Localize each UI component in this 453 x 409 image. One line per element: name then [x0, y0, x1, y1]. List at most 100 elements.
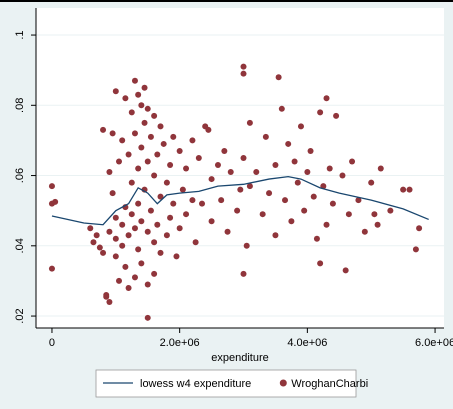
- legend-swatch: [279, 379, 287, 387]
- y-tick-label: .06: [14, 168, 26, 183]
- data-point: [183, 211, 190, 218]
- data-point: [144, 105, 151, 112]
- data-point: [243, 242, 250, 249]
- data-point: [246, 119, 253, 126]
- data-point: [138, 260, 145, 267]
- data-point: [125, 232, 132, 239]
- data-point: [272, 162, 279, 169]
- data-point: [151, 270, 158, 277]
- data-point: [176, 225, 183, 232]
- data-point: [103, 293, 110, 300]
- data-point: [96, 244, 103, 251]
- data-point: [345, 211, 352, 218]
- data-point: [144, 314, 151, 321]
- data-point: [400, 186, 407, 193]
- data-point: [221, 147, 228, 154]
- data-point: [90, 239, 97, 246]
- data-point: [275, 74, 282, 81]
- data-point: [157, 193, 164, 200]
- lowess-line: [51, 175, 429, 226]
- data-point: [297, 123, 304, 130]
- data-point: [170, 200, 177, 207]
- data-point: [138, 218, 145, 225]
- data-point: [253, 169, 260, 176]
- data-point: [112, 253, 119, 260]
- data-point: [131, 274, 138, 281]
- top-rule: [0, 0, 453, 2]
- data-point: [100, 249, 107, 256]
- data-point: [106, 228, 113, 235]
- data-point: [48, 183, 55, 190]
- data-point: [199, 200, 206, 207]
- data-point: [282, 197, 289, 204]
- y-tick-label: .04: [14, 238, 26, 253]
- data-point: [122, 263, 129, 270]
- data-point: [349, 158, 356, 165]
- data-point: [412, 246, 419, 253]
- data-point: [116, 277, 123, 284]
- data-point: [109, 130, 116, 137]
- data-point: [259, 211, 266, 218]
- data-point: [317, 260, 324, 267]
- legend: [95, 369, 357, 398]
- data-point: [246, 183, 253, 190]
- x-tick-label: 6.0e+06: [415, 337, 453, 349]
- data-point: [157, 249, 164, 256]
- data-point: [240, 63, 247, 70]
- data-point: [307, 147, 314, 154]
- data-point: [214, 162, 221, 169]
- data-point: [138, 144, 145, 151]
- data-point: [163, 179, 170, 186]
- data-point: [288, 218, 295, 225]
- data-point: [135, 91, 142, 98]
- data-point: [310, 193, 317, 200]
- data-point: [323, 95, 330, 102]
- data-point: [112, 235, 119, 242]
- data-point: [163, 232, 170, 239]
- legend-label: lowess w4 expenditure: [140, 378, 251, 390]
- data-point: [128, 211, 135, 218]
- data-point: [144, 281, 151, 288]
- data-point: [176, 147, 183, 154]
- data-point: [368, 179, 375, 186]
- x-axis-label: expenditure: [211, 352, 269, 364]
- data-point: [112, 88, 119, 95]
- data-point: [227, 169, 234, 176]
- data-point: [195, 154, 202, 161]
- y-tick-label: .1: [14, 30, 26, 39]
- data-point: [317, 109, 324, 116]
- plot-area: [36, 8, 444, 328]
- data-point: [173, 253, 180, 260]
- data-point: [135, 200, 142, 207]
- data-point: [125, 151, 132, 158]
- x-tick-label: 4.0e+06: [287, 337, 327, 349]
- data-point: [119, 242, 126, 249]
- legend-label: WroghanCharbi: [291, 378, 368, 390]
- data-point: [151, 172, 158, 179]
- data-point: [135, 165, 142, 172]
- data-point: [151, 112, 158, 119]
- data-point: [170, 133, 177, 140]
- data-point: [135, 246, 142, 253]
- data-point: [128, 109, 135, 116]
- data-point: [339, 172, 346, 179]
- data-point: [224, 228, 231, 235]
- data-point: [304, 169, 311, 176]
- data-point: [122, 95, 129, 102]
- data-point: [387, 207, 394, 214]
- data-point: [141, 84, 148, 91]
- data-point: [119, 221, 126, 228]
- data-point: [205, 126, 212, 133]
- data-point: [240, 70, 247, 77]
- data-point: [240, 154, 247, 161]
- data-point: [329, 200, 336, 207]
- data-point: [377, 165, 384, 172]
- data-point: [192, 239, 199, 246]
- data-point: [131, 77, 138, 84]
- data-point: [291, 158, 298, 165]
- data-point: [109, 190, 116, 197]
- data-point: [374, 221, 381, 228]
- data-point: [285, 140, 292, 147]
- data-point: [48, 265, 55, 272]
